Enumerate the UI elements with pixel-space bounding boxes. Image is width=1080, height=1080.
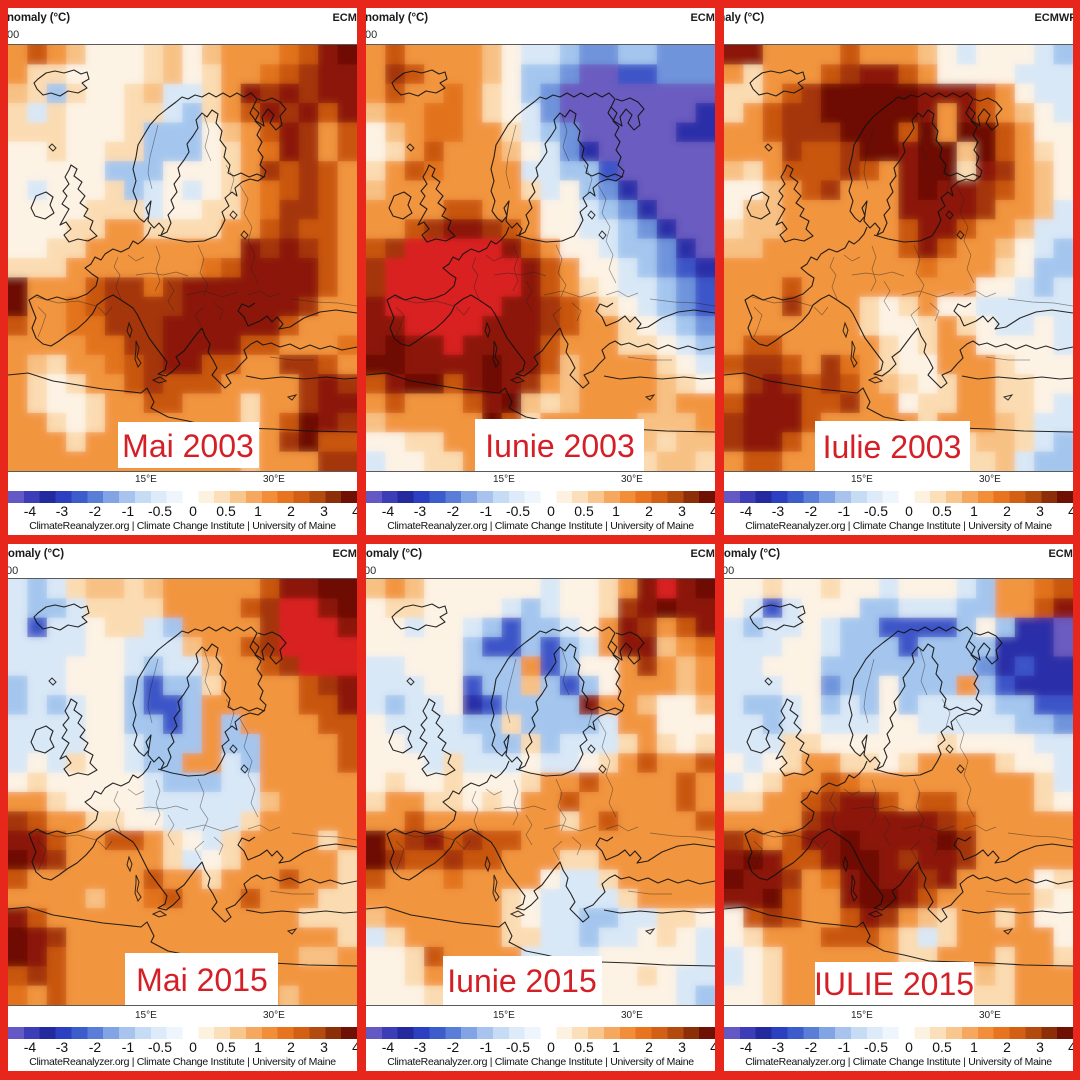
svg-text:Mai 2003: Mai 2003 — [122, 428, 254, 464]
svg-text:Iulie 2003: Iulie 2003 — [823, 429, 962, 465]
svg-text:Iunie 2015: Iunie 2015 — [447, 963, 596, 999]
svg-text:IULIE 2015: IULIE 2015 — [814, 966, 974, 1002]
svg-text:Mai 2015: Mai 2015 — [136, 962, 268, 998]
svg-text:Iunie 2003: Iunie 2003 — [485, 428, 634, 464]
